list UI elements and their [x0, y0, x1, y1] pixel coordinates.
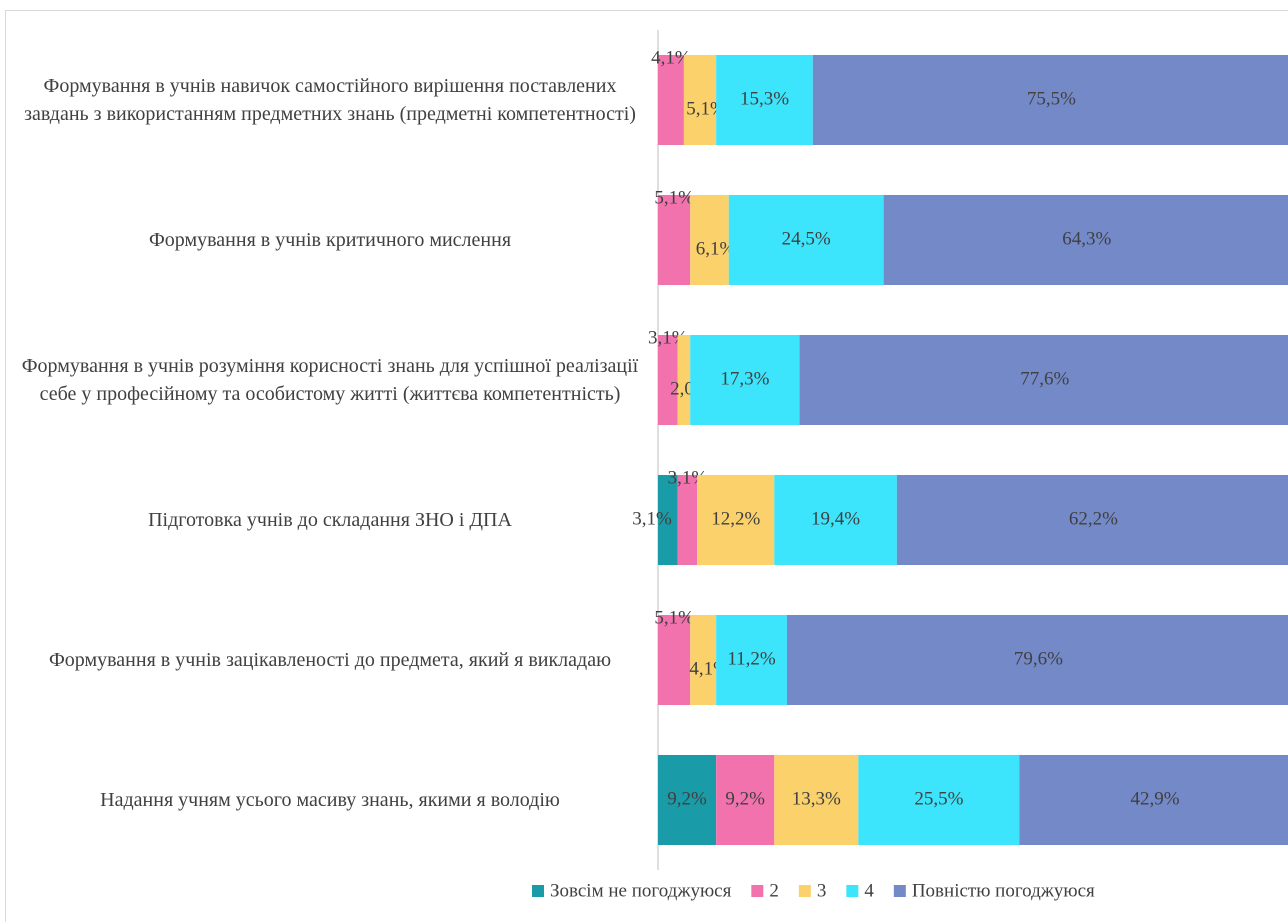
legend-label: Зовсім не погоджуюся	[550, 880, 732, 901]
legend-label: Повністю погоджуюся	[912, 880, 1095, 901]
bar-segment	[690, 195, 729, 285]
bar-segment	[786, 615, 1288, 705]
legend-swatch	[751, 885, 764, 897]
bar-segment	[690, 335, 800, 425]
category-label: Підготовка учнів до складання ЗНО і ДПА	[148, 509, 512, 531]
data-label: 5,1%	[686, 98, 726, 119]
bar-segment	[677, 335, 691, 425]
data-label: 64,3%	[1062, 228, 1111, 249]
legend-swatch	[893, 885, 906, 897]
bar-segment	[658, 615, 691, 705]
data-label: 4,1%	[651, 47, 691, 68]
legend-swatch	[798, 885, 811, 897]
bar-segment	[799, 335, 1288, 425]
category-label: Формування в учнів зацікавленості до пре…	[48, 649, 612, 671]
data-label: 5,1%	[654, 607, 694, 628]
legend-swatch	[846, 885, 859, 897]
data-label: 75,5%	[1027, 88, 1076, 109]
bar-segment	[774, 475, 897, 565]
bar-segment	[658, 475, 678, 565]
category-label: Надання учням усього масиву знань, якими…	[100, 789, 560, 811]
data-label: 79,6%	[1014, 648, 1063, 669]
bar-segment	[774, 755, 859, 845]
data-label: 12,2%	[711, 508, 760, 529]
bar-segment	[883, 195, 1288, 285]
bar-segment	[658, 755, 717, 845]
legend-label: 2	[769, 880, 779, 901]
category-label: Формування в учнів критичного мислення	[148, 229, 512, 251]
frame	[5, 10, 1288, 922]
data-label: 15,3%	[740, 88, 789, 109]
bar-segment	[658, 335, 678, 425]
data-label: 25,5%	[914, 788, 963, 809]
bar-segment	[690, 615, 717, 705]
data-label: 19,4%	[811, 508, 860, 529]
bar-segment	[716, 755, 775, 845]
category-label: Формування в учнів навичок самостійного …	[24, 75, 636, 125]
data-label: 62,2%	[1069, 508, 1118, 529]
bar-segment	[658, 195, 691, 285]
data-label: 77,6%	[1020, 368, 1069, 389]
bar-segment	[677, 475, 698, 565]
data-label: 5,1%	[654, 187, 694, 208]
data-label: 9,2%	[667, 788, 707, 809]
bar-segment	[1019, 755, 1288, 845]
bar-segment	[716, 55, 813, 145]
bar-segment	[812, 55, 1288, 145]
bar-segment	[896, 475, 1288, 565]
data-label: 17,3%	[720, 368, 769, 389]
data-label: 11,2%	[727, 648, 776, 669]
legend-swatch	[532, 885, 544, 897]
category-label: Формування в учнів розуміння корисності …	[21, 355, 639, 405]
bar-segment	[683, 55, 717, 145]
data-label: 6,1%	[696, 238, 736, 259]
bar-segment	[658, 55, 684, 145]
data-label: 24,5%	[782, 228, 831, 249]
bar-segment	[716, 615, 787, 705]
bar-segment	[697, 475, 775, 565]
data-label: 3,1%	[632, 508, 672, 529]
bar-segment	[728, 195, 884, 285]
legend-label: 3	[817, 880, 827, 901]
legend-label: 4	[864, 880, 874, 901]
data-label: 13,3%	[792, 788, 841, 809]
data-label: 9,2%	[725, 788, 765, 809]
data-label: 42,9%	[1131, 788, 1180, 809]
bar-segment	[858, 755, 1020, 845]
